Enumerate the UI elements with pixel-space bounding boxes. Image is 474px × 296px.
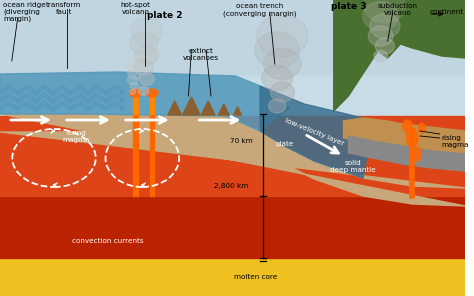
Text: transform
fault: transform fault [46,2,82,15]
Polygon shape [18,101,36,111]
Text: rising
magma: rising magma [442,134,469,147]
Polygon shape [0,85,18,95]
Ellipse shape [255,32,300,68]
Ellipse shape [125,62,140,74]
Polygon shape [88,93,106,103]
Polygon shape [18,93,36,103]
Polygon shape [18,85,36,95]
Polygon shape [71,93,88,103]
Ellipse shape [368,26,393,46]
Ellipse shape [138,87,149,95]
Ellipse shape [129,89,141,97]
Text: 2,800 km: 2,800 km [214,183,248,189]
Polygon shape [36,85,53,95]
Polygon shape [260,86,373,178]
Polygon shape [36,101,53,111]
Polygon shape [53,85,71,95]
Ellipse shape [364,0,405,23]
Polygon shape [0,72,290,131]
Ellipse shape [134,59,154,75]
Polygon shape [344,118,465,156]
Ellipse shape [128,76,138,84]
Text: convection currents: convection currents [72,238,144,244]
Polygon shape [0,93,18,103]
Polygon shape [219,104,229,115]
Polygon shape [0,114,465,206]
Polygon shape [106,101,124,111]
Polygon shape [71,85,88,95]
Text: plate: plate [275,141,294,147]
Text: plate 3: plate 3 [331,2,366,11]
Polygon shape [53,101,71,111]
Ellipse shape [264,49,301,79]
Bar [134,94,138,114]
Text: extinct
volcanoes: extinct volcanoes [183,48,219,61]
Polygon shape [106,85,124,95]
Bar [150,114,154,196]
Text: plate 2: plate 2 [147,11,182,20]
Text: subduction
volcano: subduction volcano [377,3,418,16]
Ellipse shape [269,99,286,113]
Bar [150,94,154,114]
Polygon shape [106,93,124,103]
Ellipse shape [146,89,158,97]
Bar [0,0,465,74]
Bar [0,258,465,296]
Text: 70 km: 70 km [230,138,253,144]
Ellipse shape [128,69,141,79]
Ellipse shape [270,82,294,102]
Ellipse shape [256,15,308,57]
Ellipse shape [363,1,399,30]
Polygon shape [334,0,465,111]
Polygon shape [88,85,106,95]
Polygon shape [71,101,88,111]
Ellipse shape [413,147,421,161]
Ellipse shape [370,14,400,38]
Ellipse shape [139,73,155,85]
Polygon shape [348,136,465,171]
Text: ocean ridge
(diverging
margin): ocean ridge (diverging margin) [3,2,46,22]
Text: rising
magma: rising magma [63,130,90,142]
Polygon shape [53,93,71,103]
Ellipse shape [374,50,388,62]
Polygon shape [182,97,200,115]
Polygon shape [36,93,53,103]
Text: low-velocity layer: low-velocity layer [283,118,345,147]
Ellipse shape [135,45,159,65]
Ellipse shape [130,83,138,89]
Text: continent: continent [430,9,464,15]
Polygon shape [234,107,241,115]
Ellipse shape [406,129,418,147]
Text: solid
deep mantle: solid deep mantle [330,160,376,173]
Ellipse shape [126,55,143,69]
Bar [134,114,138,196]
Ellipse shape [419,123,426,133]
Ellipse shape [375,38,394,54]
Ellipse shape [129,32,158,54]
Ellipse shape [131,18,163,44]
Polygon shape [168,101,182,115]
Text: molten core: molten core [234,274,277,280]
Ellipse shape [262,65,292,91]
Text: ocean trench
(converging margin): ocean trench (converging margin) [223,3,297,17]
Polygon shape [88,101,106,111]
Ellipse shape [402,120,412,132]
Bar [0,196,465,258]
Text: hot-spot
volcano: hot-spot volcano [120,2,150,15]
Polygon shape [201,101,215,115]
Polygon shape [0,101,18,111]
Bar [0,116,465,196]
Ellipse shape [130,90,136,94]
